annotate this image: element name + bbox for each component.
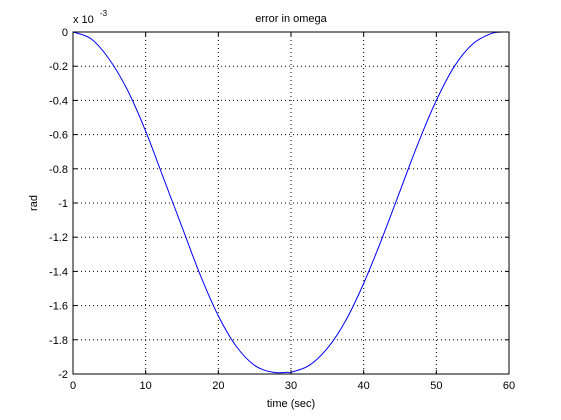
x-tick-label: 10 xyxy=(140,380,152,392)
x-tick-label: 40 xyxy=(358,380,370,392)
x-tick-label: 60 xyxy=(503,380,515,392)
y-exponent-power: -3 xyxy=(100,9,108,18)
y-exponent-base: x 10 xyxy=(73,14,94,26)
tick-marks xyxy=(72,31,510,375)
x-tick-label: 20 xyxy=(212,380,224,392)
y-tick-label: -0.2 xyxy=(49,61,68,73)
y-tick-label: -1.4 xyxy=(49,266,68,278)
x-tick-labels: 0 10 20 30 40 50 60 xyxy=(70,380,515,392)
y-tick-label: -0.6 xyxy=(49,130,68,142)
y-tick-label: -1.2 xyxy=(49,232,68,244)
y-tick-label: -1 xyxy=(58,198,68,210)
y-tick-labels: 0 -0.2 -0.4 -0.6 -0.8 -1 -1.2 -1.4 -1.6 -1.8 -2 xyxy=(49,27,68,381)
grid-lines xyxy=(73,32,509,374)
plot-area xyxy=(73,32,509,374)
y-axis-label: rad xyxy=(28,195,40,211)
y-tick-label: -0.4 xyxy=(49,95,68,107)
y-tick-label: -1.8 xyxy=(49,335,68,347)
series-layer xyxy=(72,31,502,374)
y-tick-label: -1.6 xyxy=(49,301,68,313)
x-tick-label: 50 xyxy=(430,380,442,392)
series-line-0 xyxy=(72,31,502,374)
x-tick-label: 0 xyxy=(70,380,76,392)
y-tick-label: 0 xyxy=(62,27,68,39)
chart-title: error in omega xyxy=(255,13,327,25)
x-tick-label: 30 xyxy=(285,380,297,392)
x-axis-label: time (sec) xyxy=(267,398,315,410)
y-tick-label: -0.8 xyxy=(49,164,68,176)
y-tick-label: -2 xyxy=(58,369,68,381)
